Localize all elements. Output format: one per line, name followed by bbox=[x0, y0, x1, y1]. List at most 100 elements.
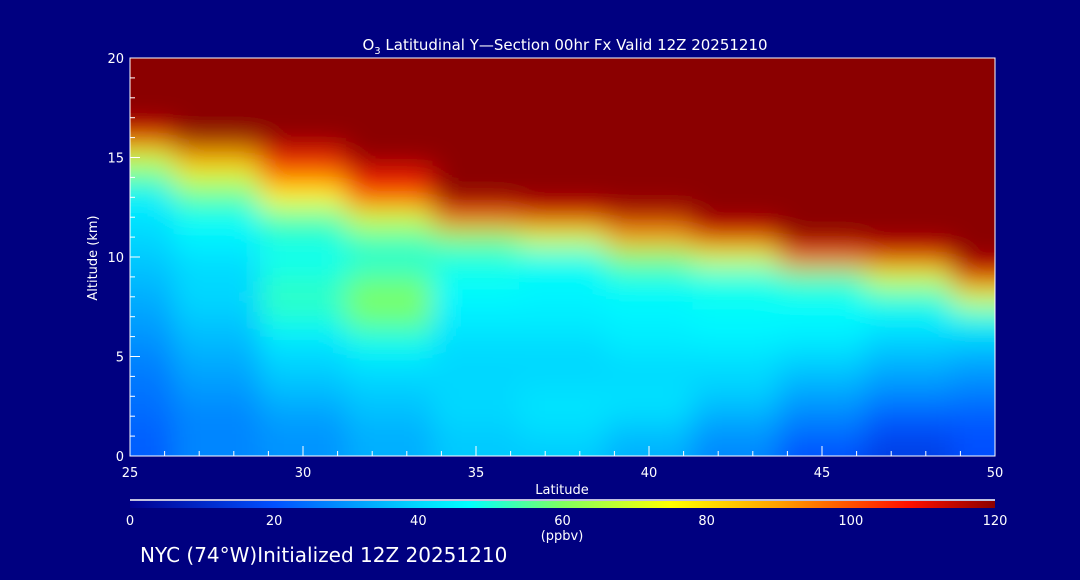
heatmap-cell bbox=[519, 107, 607, 129]
heatmap-cell bbox=[346, 306, 434, 328]
heatmap-cell bbox=[865, 286, 953, 308]
heatmap-cell bbox=[778, 167, 866, 188]
heatmap-cell bbox=[259, 346, 347, 367]
heatmap-cell bbox=[778, 326, 866, 348]
heatmap-cell bbox=[173, 67, 261, 89]
heatmap-cell bbox=[951, 147, 995, 168]
heatmap-cell bbox=[173, 306, 261, 328]
heatmap-cell bbox=[605, 346, 693, 367]
heatmap-cell bbox=[605, 207, 693, 228]
heatmap-cell bbox=[130, 386, 174, 407]
heatmap-cell bbox=[865, 147, 953, 168]
heatmap-cell bbox=[519, 167, 607, 188]
heatmap-cell bbox=[346, 346, 434, 367]
heatmap-cell bbox=[605, 406, 693, 427]
heatmap-cell bbox=[605, 167, 693, 188]
heatmap-cell bbox=[519, 266, 607, 288]
heatmap-cell bbox=[173, 167, 261, 188]
heatmap-cell bbox=[692, 247, 780, 268]
heatmap-cell bbox=[778, 426, 866, 447]
heatmap-cell bbox=[346, 366, 434, 387]
heatmap-cell bbox=[692, 58, 780, 69]
x-tick-label: 50 bbox=[987, 466, 1004, 481]
heatmap-cell bbox=[432, 87, 520, 109]
heatmap-cell bbox=[432, 366, 520, 387]
x-axis-label: Latitude bbox=[535, 483, 589, 498]
y-tick-label: 20 bbox=[107, 52, 124, 67]
heatmap-cell bbox=[432, 107, 520, 129]
heatmap-cell bbox=[605, 87, 693, 109]
heatmap-cell bbox=[346, 266, 434, 288]
x-tick-label: 35 bbox=[468, 466, 485, 481]
heatmap-cell bbox=[259, 266, 347, 288]
y-tick-label: 0 bbox=[116, 450, 124, 465]
x-axis: 25 30 35 40 45 50 bbox=[122, 446, 1004, 481]
heatmap-cell bbox=[259, 87, 347, 109]
heatmap-cell bbox=[951, 386, 995, 407]
heatmap-cell bbox=[865, 446, 953, 456]
heatmap-cell bbox=[346, 147, 434, 168]
heatmap-cell bbox=[130, 406, 174, 427]
heatmap-cell bbox=[130, 446, 174, 456]
heatmap-cell bbox=[951, 326, 995, 348]
heatmap-cell bbox=[865, 58, 953, 69]
heatmap-cell bbox=[778, 107, 866, 129]
heatmap-cell bbox=[951, 266, 995, 288]
heatmap-cell bbox=[519, 366, 607, 387]
heatmap-cell bbox=[173, 227, 261, 248]
heatmap-cell bbox=[173, 127, 261, 149]
heatmap-cell bbox=[346, 87, 434, 109]
heatmap-cell bbox=[519, 386, 607, 407]
heatmap-cell bbox=[173, 247, 261, 268]
heatmap-cell bbox=[173, 426, 261, 447]
heatmap-cell bbox=[778, 58, 866, 69]
colorbar-tick-label: 40 bbox=[410, 514, 427, 529]
heatmap-cell bbox=[519, 346, 607, 367]
heatmap-cell bbox=[519, 426, 607, 447]
heatmap-cell bbox=[173, 366, 261, 387]
chart-title: O3 Latitudinal Y—Section 00hr Fx Valid 1… bbox=[362, 36, 767, 57]
heatmap-cell bbox=[692, 67, 780, 89]
heatmap-cell bbox=[130, 58, 174, 69]
heatmap-cell bbox=[951, 67, 995, 89]
heatmap-cell bbox=[432, 67, 520, 89]
heatmap-cell bbox=[130, 87, 174, 109]
x-tick-label: 45 bbox=[814, 466, 831, 481]
heatmap-cell bbox=[130, 247, 174, 268]
heatmap-cell bbox=[778, 87, 866, 109]
heatmap-cell bbox=[865, 207, 953, 228]
heatmap-cell bbox=[692, 107, 780, 129]
heatmap-cell bbox=[346, 58, 434, 69]
heatmap-cell bbox=[865, 406, 953, 427]
heatmap-cell bbox=[259, 227, 347, 248]
heatmap-cell bbox=[951, 306, 995, 328]
heatmap-cell bbox=[346, 406, 434, 427]
heatmap-cell bbox=[692, 227, 780, 248]
heatmap-cell bbox=[432, 406, 520, 427]
heatmap-cell bbox=[173, 207, 261, 228]
heatmap-cell bbox=[130, 147, 174, 168]
heatmap-cell bbox=[519, 227, 607, 248]
heatmap-cell bbox=[692, 147, 780, 168]
heatmap-cell bbox=[951, 446, 995, 456]
heatmap-cell bbox=[865, 247, 953, 268]
heatmap-cell bbox=[173, 406, 261, 427]
heatmap-cell bbox=[259, 127, 347, 149]
heatmap-cell bbox=[130, 127, 174, 149]
y-axis: 0 5 10 15 20 bbox=[107, 52, 140, 465]
heatmap-cell bbox=[865, 107, 953, 129]
heatmap-cell bbox=[778, 306, 866, 328]
heatmap-cell bbox=[173, 326, 261, 348]
heatmap-cell bbox=[778, 366, 866, 387]
heatmap-cell bbox=[519, 127, 607, 149]
heatmap-cell bbox=[346, 187, 434, 208]
heatmap-cell bbox=[692, 187, 780, 208]
heatmap-cell bbox=[605, 227, 693, 248]
heatmap-cell bbox=[130, 266, 174, 288]
heatmap-cell bbox=[346, 227, 434, 248]
heatmap-cells bbox=[130, 58, 995, 456]
heatmap-cell bbox=[173, 446, 261, 456]
heatmap-cell bbox=[865, 127, 953, 149]
heatmap-cell bbox=[519, 446, 607, 456]
heatmap-cell bbox=[605, 286, 693, 308]
